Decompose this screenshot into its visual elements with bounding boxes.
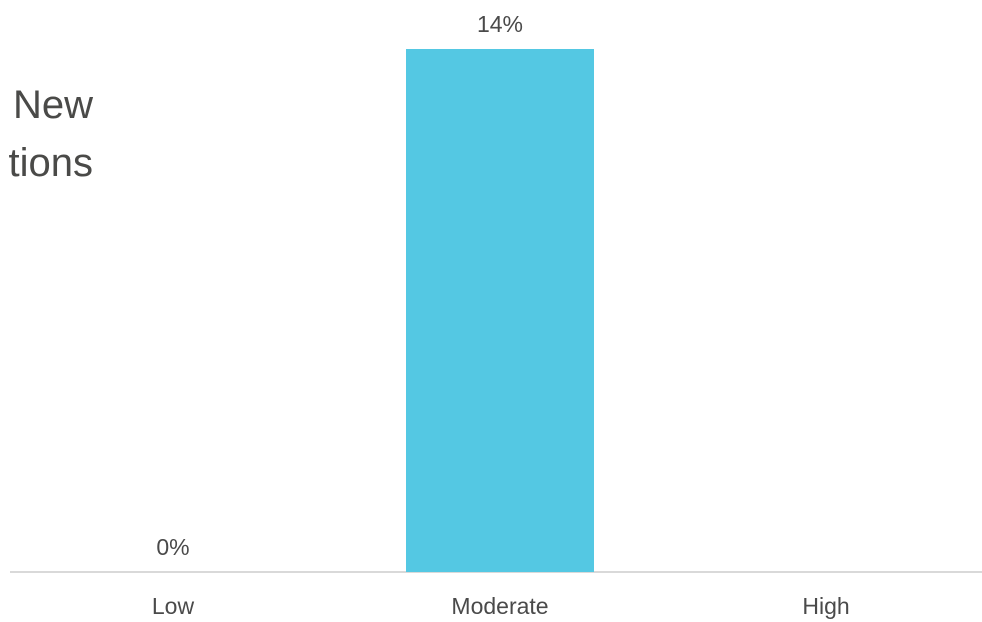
x-tick-label-low: Low <box>152 593 195 619</box>
chart-title-line-2: tions <box>9 141 94 185</box>
chart-title: New tions <box>9 83 94 185</box>
chart-title-line-1: New <box>13 83 93 127</box>
bar-series <box>406 49 594 572</box>
data-labels: 0% 14% 0% <box>156 0 842 560</box>
x-tick-label-moderate: Moderate <box>451 593 548 619</box>
data-label-low: 0% <box>156 534 189 560</box>
bar-moderate <box>406 49 594 572</box>
x-axis-tick-labels: Low Moderate High <box>152 593 850 619</box>
x-tick-label-high: High <box>802 593 849 619</box>
data-label-moderate: 14% <box>477 11 523 37</box>
data-label-high: 0% <box>809 0 842 5</box>
